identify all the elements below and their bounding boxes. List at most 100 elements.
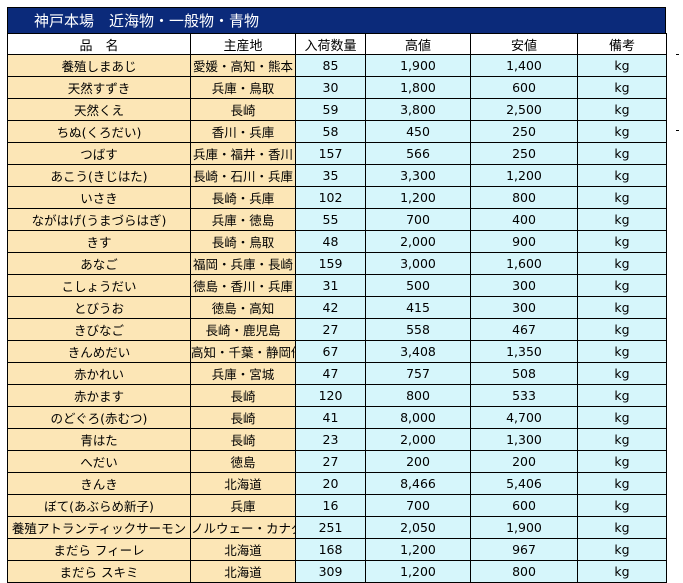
cell-qty: 23 [295,428,366,451]
cell-origin: 徳島・高知 [190,296,296,319]
cell-origin: 兵庫 [190,494,296,517]
cell-low-price: 250 [470,120,578,143]
cell-qty: 85 [295,54,366,77]
cell-qty: 16 [295,494,366,517]
cell-name: 赤かます [7,384,191,407]
cell-low-price: 1,200 [470,164,578,187]
cell-low-price: 250 [470,142,578,165]
cell-name: 養殖アトランティックサーモン [7,516,191,539]
table-row: 養殖しまあじ 愛媛・高知・熊本 85 1,900 1,400 kg [7,54,667,77]
cell-name: へだい [7,450,191,473]
cell-qty: 168 [295,538,366,561]
header-low: 安値 [470,33,578,55]
cell-high-price: 415 [365,296,471,319]
cell-high-price: 500 [365,274,471,297]
cell-low-price: 300 [470,274,578,297]
cell-low-price: 800 [470,186,578,209]
header-row: 品 名 主産地 入荷数量 高値 安値 備考 [7,33,667,55]
cell-origin: 兵庫・鳥取 [190,76,296,99]
cell-unit: kg [577,362,667,385]
cell-origin: 兵庫・福井・香川 [190,142,296,165]
cell-qty: 251 [295,516,366,539]
cell-origin: 長崎 [190,406,296,429]
cell-unit: kg [577,230,667,253]
cell-high-price: 3,408 [365,340,471,363]
cell-low-price: 4,700 [470,406,578,429]
cell-qty: 42 [295,296,366,319]
cell-unit: kg [577,560,667,583]
cell-name: とびうお [7,296,191,319]
table-row: まだら スキミ 北海道 309 1,200 800 kg [7,560,667,583]
table-row: ながはげ(うまづらはぎ) 兵庫・徳島 55 700 400 kg [7,208,667,231]
cell-origin: 長崎 [190,98,296,121]
cell-name: ぼて(あぶらめ新子) [7,494,191,517]
cell-origin: 香川・兵庫 [190,120,296,143]
header-qty: 入荷数量 [295,33,366,55]
cell-unit: kg [577,186,667,209]
cell-low-price: 5,406 [470,472,578,495]
cell-unit: kg [577,296,667,319]
cell-qty: 59 [295,98,366,121]
cell-origin: 長崎・鹿児島 [190,318,296,341]
cell-unit: kg [577,384,667,407]
cell-name: あこう(きじはた) [7,164,191,187]
table-row: あこう(きじはた) 長崎・石川・兵庫 35 3,300 1,200 kg [7,164,667,187]
cell-low-price: 1,400 [470,54,578,77]
sheet-title: 神戸本場 近海物・一般物・青物 [7,7,666,33]
cell-unit: kg [577,406,667,429]
cell-origin: 長崎 [190,384,296,407]
edge-tick [676,130,679,131]
table-row: 天然くえ 長崎 59 3,800 2,500 kg [7,98,667,121]
cell-origin: 長崎・鳥取 [190,230,296,253]
cell-qty: 55 [295,208,366,231]
cell-qty: 27 [295,450,366,473]
cell-qty: 48 [295,230,366,253]
cell-high-price: 2,000 [365,230,471,253]
cell-qty: 30 [295,76,366,99]
table-row: 赤かれい 兵庫・宮城 47 757 508 kg [7,362,667,385]
cell-unit: kg [577,98,667,121]
cell-origin: 兵庫・宮城 [190,362,296,385]
cell-name: いさき [7,186,191,209]
table-row: きす 長崎・鳥取 48 2,000 900 kg [7,230,667,253]
cell-name: のどぐろ(赤むつ) [7,406,191,429]
cell-unit: kg [577,120,667,143]
cell-name: ちぬ(くろだい) [7,120,191,143]
cell-name: 青はた [7,428,191,451]
cell-low-price: 900 [470,230,578,253]
cell-high-price: 3,800 [365,98,471,121]
cell-unit: kg [577,142,667,165]
cell-name: まだら フィーレ [7,538,191,561]
cell-origin: 兵庫・徳島 [190,208,296,231]
cell-low-price: 467 [470,318,578,341]
header-origin: 主産地 [190,33,296,55]
cell-name: ながはげ(うまづらはぎ) [7,208,191,231]
table-row: ちぬ(くろだい) 香川・兵庫 58 450 250 kg [7,120,667,143]
cell-name: あなご [7,252,191,275]
cell-unit: kg [577,340,667,363]
table-row: ぼて(あぶらめ新子) 兵庫 16 700 600 kg [7,494,667,517]
cell-high-price: 8,000 [365,406,471,429]
cell-high-price: 1,200 [365,538,471,561]
cell-origin: 北海道 [190,538,296,561]
table-row: きびなご 長崎・鹿児島 27 558 467 kg [7,318,667,341]
cell-name: きんき [7,472,191,495]
cell-high-price: 3,300 [365,164,471,187]
header-name: 品 名 [7,33,191,55]
cell-low-price: 600 [470,494,578,517]
cell-unit: kg [577,516,667,539]
cell-low-price: 967 [470,538,578,561]
cell-origin: 愛媛・高知・熊本 [190,54,296,77]
cell-origin: 長崎・兵庫 [190,186,296,209]
table-row: 天然すずき 兵庫・鳥取 30 1,800 600 kg [7,76,667,99]
table-row: へだい 徳島 27 200 200 kg [7,450,667,473]
cell-high-price: 1,200 [365,560,471,583]
cell-high-price: 558 [365,318,471,341]
cell-origin: 徳島 [190,450,296,473]
table-row: きんめだい 高知・千葉・静岡他 67 3,408 1,350 kg [7,340,667,363]
cell-name: まだら スキミ [7,560,191,583]
cell-qty: 20 [295,472,366,495]
table-row: きんき 北海道 20 8,466 5,406 kg [7,472,667,495]
cell-low-price: 1,300 [470,428,578,451]
cell-origin: 徳島・香川・兵庫 [190,274,296,297]
